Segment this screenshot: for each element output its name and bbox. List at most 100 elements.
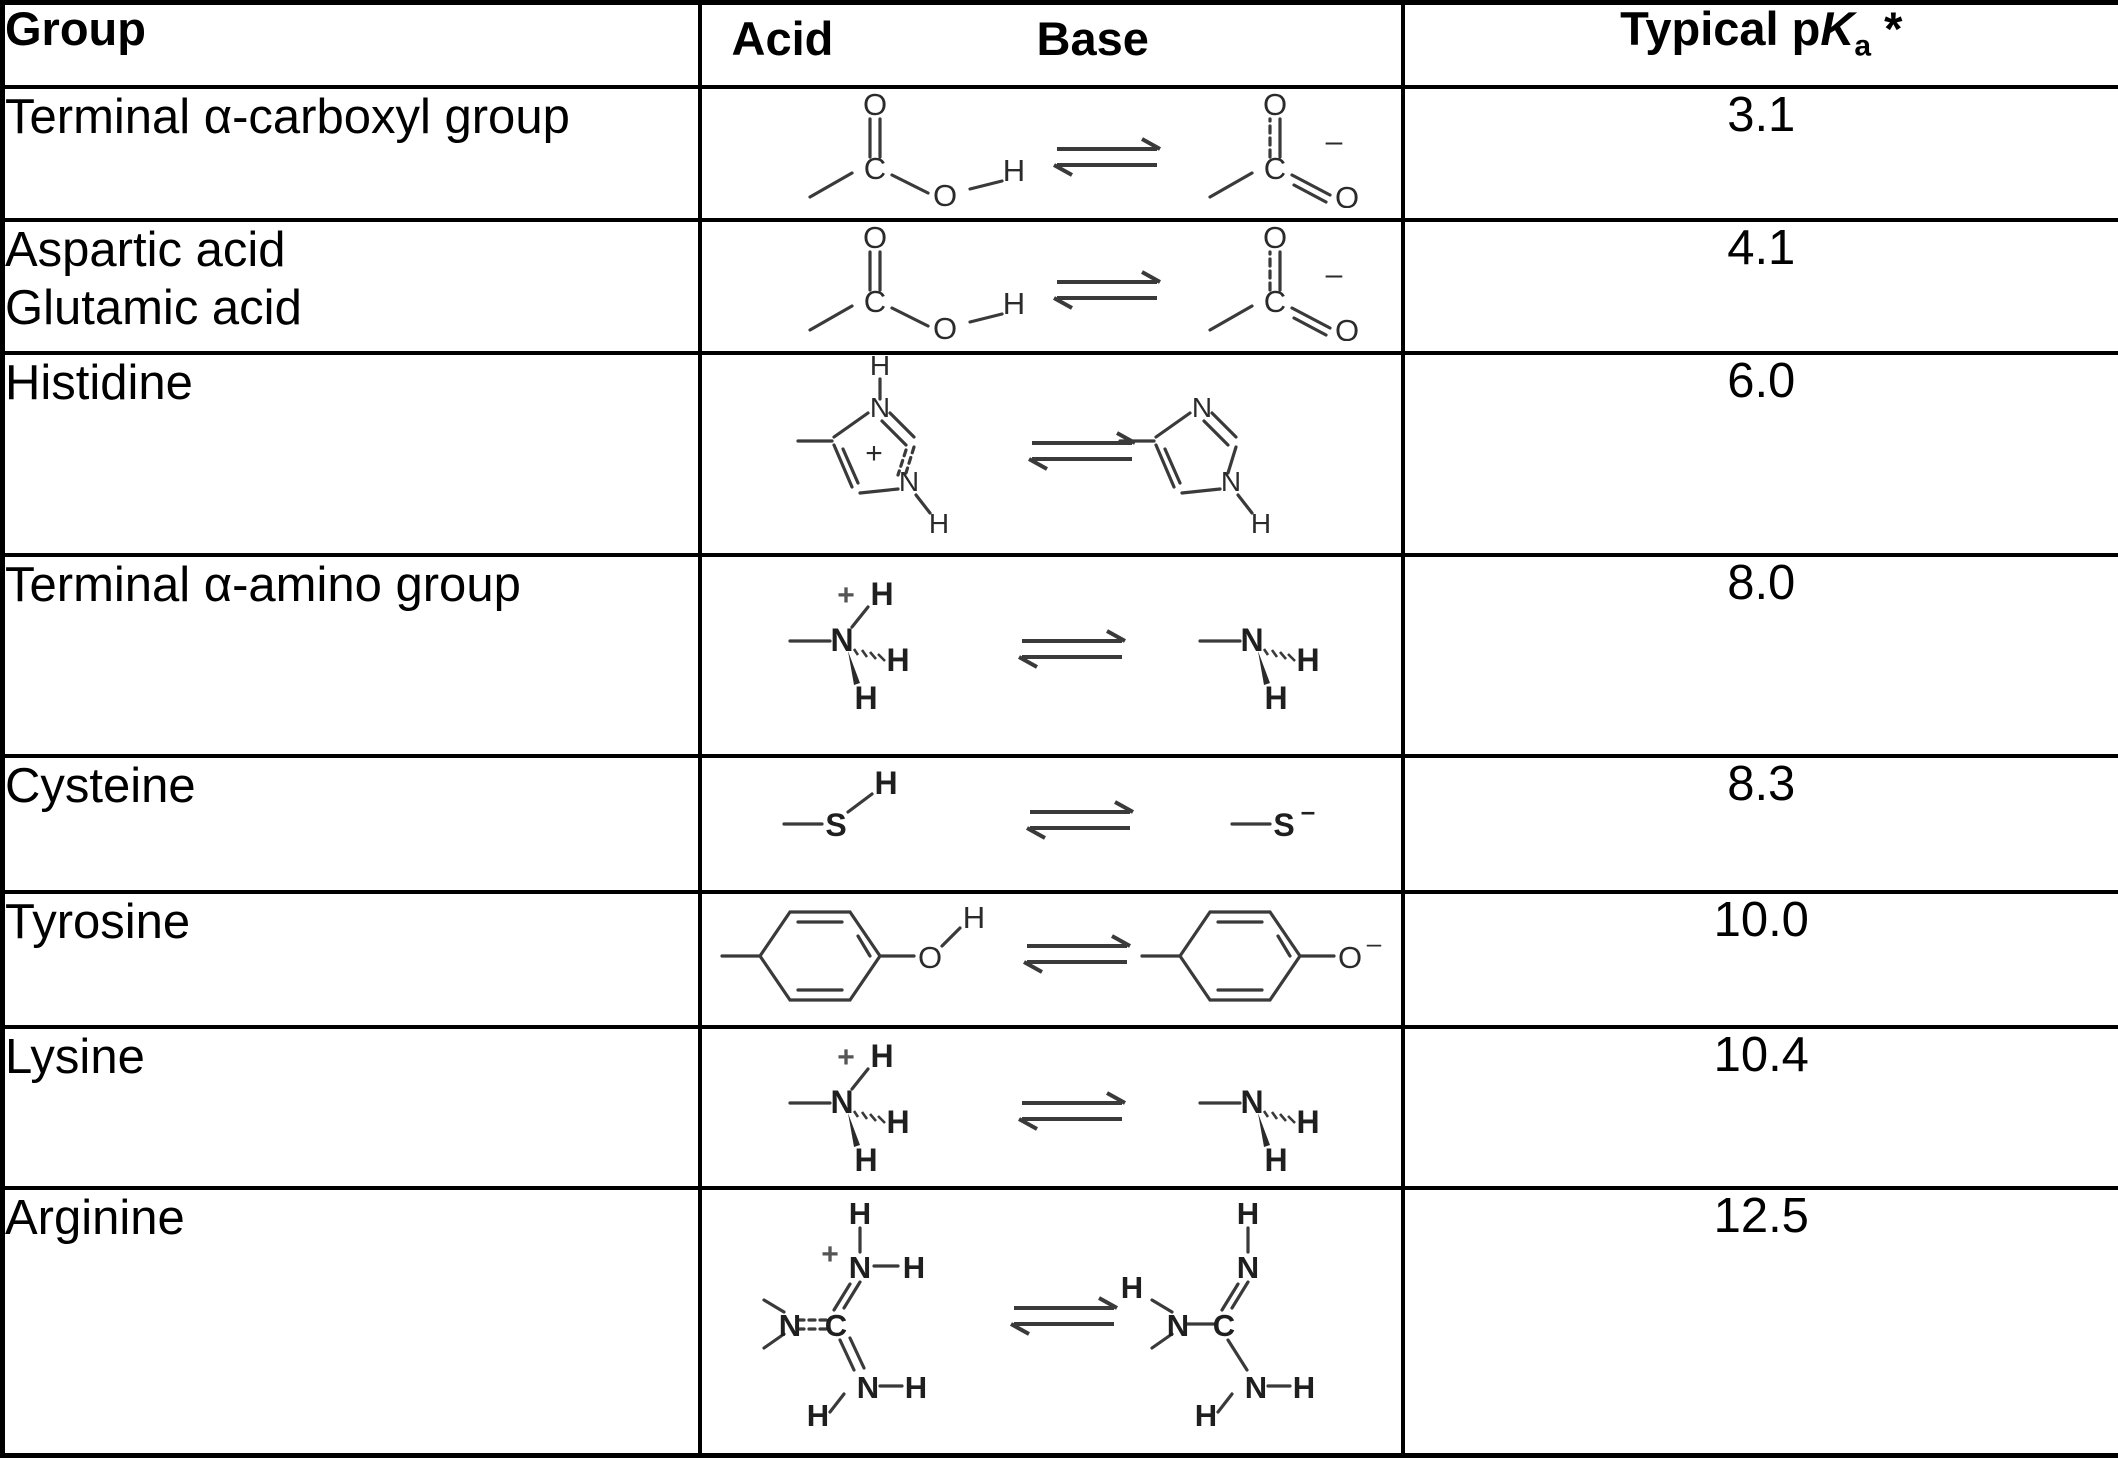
structure-cell-histidine: H N N H +	[697, 351, 1405, 557]
atom-n-top: N	[1191, 392, 1211, 423]
pka-header-subscript: a	[1854, 29, 1871, 63]
table-row: Aspartic acid Glutamic acid O C O H	[0, 218, 2118, 356]
atom-o-bottom: O	[1334, 313, 1358, 341]
table-row: Tyrosine O H	[0, 889, 2118, 1029]
atom-o-top: O	[862, 222, 886, 255]
pka-value-4-1: 4.1	[1400, 218, 2118, 356]
pka-value-6-0: 6.0	[1400, 351, 2118, 557]
atom-h-bottom-right: H	[1292, 1370, 1314, 1405]
atom-n-bottom: N	[1220, 466, 1240, 497]
amine-atoms: N H H	[1240, 1084, 1319, 1175]
atom-o: O	[1337, 940, 1361, 975]
atom-n-bottom: N	[1244, 1370, 1266, 1405]
pka-header-asterisk: *	[1884, 2, 1903, 55]
imidazolium-atoms: H N N H +	[865, 355, 949, 539]
structure-cell-amino: N H H H +	[697, 552, 1405, 759]
equilibrium-arrow-icon	[1027, 431, 1136, 472]
row-label-tyrosine: Tyrosine	[0, 889, 702, 1029]
ammonium-bonds	[787, 605, 870, 643]
pka-value-12-5: 12.5	[1400, 1186, 2118, 1458]
pka-header-k: K	[1820, 2, 1855, 55]
row-label-histidine: Histidine	[0, 351, 702, 557]
column-header-group: Group	[0, 0, 702, 89]
wedge-bond	[847, 1112, 860, 1147]
hash-bond	[1262, 1110, 1296, 1124]
atom-o-hydroxyl: O	[932, 178, 956, 208]
atom-s: S	[825, 807, 846, 843]
carboxyl-equilibrium-diagram: O C O H	[807, 89, 1359, 208]
wedge-bond	[847, 650, 860, 685]
atom-h-bottom-left: H	[1194, 1398, 1216, 1432]
carboxylate-anion-atoms: O C O –	[1262, 89, 1358, 208]
positive-charge: +	[837, 1041, 855, 1074]
positive-charge: +	[821, 1238, 839, 1271]
imidazolium-ring	[795, 377, 932, 516]
pka-value-10-4: 10.4	[1400, 1024, 2118, 1191]
atom-h-top-right: H	[902, 1250, 924, 1285]
atom-o-bottom: O	[1334, 180, 1358, 208]
atom-h-bottom-left: H	[806, 1398, 828, 1432]
atom-c: C	[863, 284, 885, 319]
imidazole-ring	[1117, 411, 1254, 516]
atom-o-hydroxyl: O	[932, 311, 956, 341]
table-row: Cysteine S H	[0, 754, 2118, 894]
phenol-equilibrium-diagram: O H	[719, 900, 1381, 1002]
wedge-bond	[1257, 650, 1270, 685]
pka-value-8-3: 8.3	[1400, 754, 2118, 894]
table-row: Arginine	[0, 1186, 2118, 1458]
row-label-lysine: Lysine	[0, 1024, 702, 1191]
thiol-atoms: S H	[825, 765, 897, 843]
atom-h-bottom-right: H	[904, 1370, 926, 1405]
ammonium-atoms: N H H H +	[830, 576, 909, 716]
atom-h-2: H	[1264, 680, 1287, 716]
negative-charge: –	[1325, 258, 1342, 291]
column-header-pka: Typical pKa *	[1400, 0, 2118, 89]
atom-h: H	[962, 900, 984, 935]
atom-h-top: H	[869, 355, 889, 381]
structure-cell-tyrosine: O H	[697, 889, 1405, 1029]
phenol-atoms: O H	[917, 900, 984, 975]
guanidinium-equilibrium-diagram: H N H C N N H H +	[761, 1196, 1315, 1432]
atom-c: C	[824, 1308, 846, 1343]
equilibrium-arrow-icon	[1017, 1091, 1126, 1131]
equilibrium-arrow-icon	[1025, 800, 1134, 840]
atom-c: C	[863, 151, 885, 186]
table-row: Lysine N H	[0, 1024, 2118, 1191]
ammonium-bonds	[787, 1067, 870, 1105]
positive-charge: +	[837, 579, 855, 612]
atom-h-top: H	[848, 1196, 870, 1231]
atom-c: C	[1263, 284, 1285, 319]
table-row: Histidine	[0, 351, 2118, 557]
atom-n-left: N	[778, 1308, 800, 1343]
ammonium-equilibrium-diagram: N H H H +	[787, 1038, 1319, 1175]
table-row: Terminal α-amino group N	[0, 552, 2118, 759]
column-header-acid: Acid	[731, 12, 834, 65]
negative-charge: –	[1366, 928, 1381, 958]
equilibrium-arrow-icon	[1009, 1296, 1118, 1337]
atom-h-2: H	[886, 1104, 909, 1140]
atom-o: O	[917, 940, 941, 975]
pka-value-10-0: 10.0	[1400, 889, 2118, 1029]
structure-cell-arginine: H N H C N N H H +	[697, 1186, 1405, 1458]
atom-c: C	[1212, 1308, 1234, 1343]
atom-h-3: H	[854, 680, 877, 716]
atom-n: N	[1240, 622, 1263, 658]
atom-h-1: H	[870, 1038, 893, 1074]
guanidine-bonds	[1149, 1226, 1292, 1415]
hash-bond	[852, 1110, 886, 1124]
atom-h: H	[1002, 286, 1024, 321]
guanidinium-atoms: H N H C N N H H +	[778, 1196, 926, 1432]
atom-h-1: H	[1296, 1104, 1319, 1140]
row-label-arginine: Arginine	[0, 1186, 702, 1458]
phenolate-atoms: O –	[1337, 928, 1381, 975]
thiol-equilibrium-diagram: S H S –	[781, 765, 1315, 843]
carboxyl-equilibrium-diagram: O C O H	[807, 222, 1359, 341]
carboxylate-anion-atoms: O C O –	[1262, 222, 1358, 341]
atom-h-1: H	[870, 576, 893, 612]
equilibrium-arrow-icon	[1017, 629, 1126, 669]
atom-n: N	[830, 1084, 853, 1120]
thiolate-atoms: S –	[1273, 796, 1315, 843]
phenol-ring	[719, 909, 962, 1002]
atom-c: C	[1263, 151, 1285, 186]
